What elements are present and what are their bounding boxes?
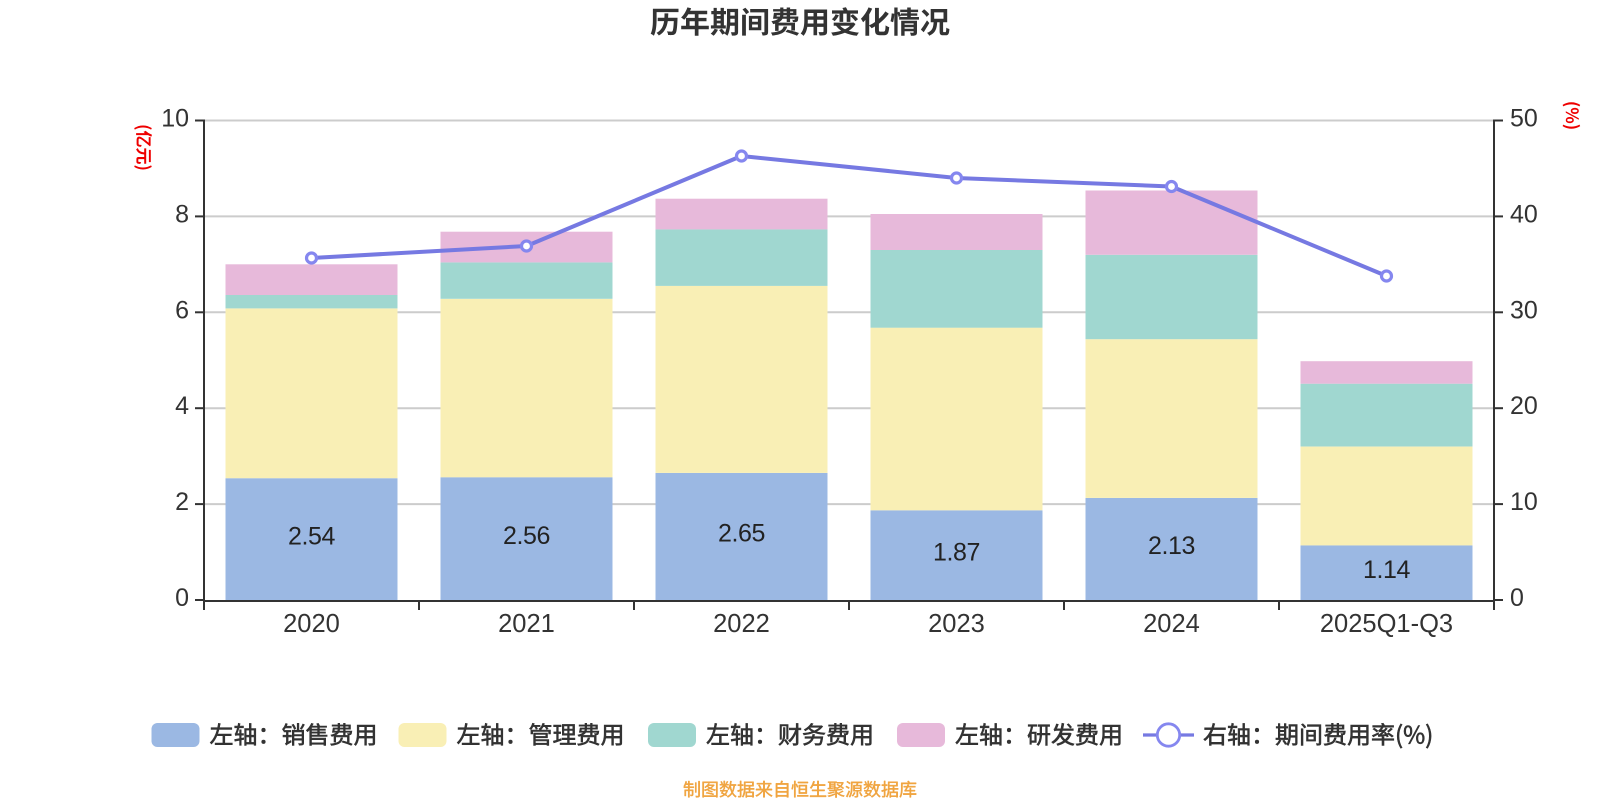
svg-text:30: 30 bbox=[1510, 296, 1538, 324]
svg-text:2.54: 2.54 bbox=[288, 522, 336, 550]
svg-text:40: 40 bbox=[1510, 200, 1538, 228]
svg-text:4: 4 bbox=[175, 392, 189, 420]
svg-text:2.65: 2.65 bbox=[718, 520, 765, 548]
svg-text:8: 8 bbox=[175, 200, 189, 228]
svg-text:10: 10 bbox=[161, 105, 189, 133]
svg-text:50: 50 bbox=[1510, 105, 1538, 133]
svg-text:2: 2 bbox=[175, 488, 189, 516]
svg-text:20: 20 bbox=[1510, 392, 1538, 420]
svg-text:1.14: 1.14 bbox=[1363, 556, 1411, 584]
svg-text:2022: 2022 bbox=[713, 610, 770, 638]
svg-text:2.13: 2.13 bbox=[1148, 532, 1195, 560]
svg-text:2020: 2020 bbox=[283, 610, 340, 638]
svg-text:2021: 2021 bbox=[498, 610, 555, 638]
svg-text:1.87: 1.87 bbox=[933, 538, 980, 566]
svg-text:2.56: 2.56 bbox=[503, 522, 550, 550]
svg-text:2025Q1-Q3: 2025Q1-Q3 bbox=[1320, 610, 1453, 638]
svg-text:2024: 2024 bbox=[1143, 610, 1200, 638]
svg-text:2023: 2023 bbox=[928, 610, 985, 638]
svg-text:0: 0 bbox=[175, 584, 189, 612]
svg-text:0: 0 bbox=[1510, 584, 1524, 612]
svg-text:6: 6 bbox=[175, 296, 189, 324]
svg-text:10: 10 bbox=[1510, 488, 1538, 516]
